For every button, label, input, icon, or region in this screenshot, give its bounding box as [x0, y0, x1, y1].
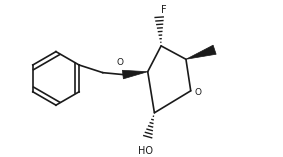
Text: O: O [117, 58, 123, 67]
Text: O: O [194, 88, 201, 97]
Text: F: F [161, 5, 167, 15]
Text: HO: HO [138, 146, 153, 156]
Polygon shape [122, 70, 148, 79]
Polygon shape [186, 45, 216, 59]
